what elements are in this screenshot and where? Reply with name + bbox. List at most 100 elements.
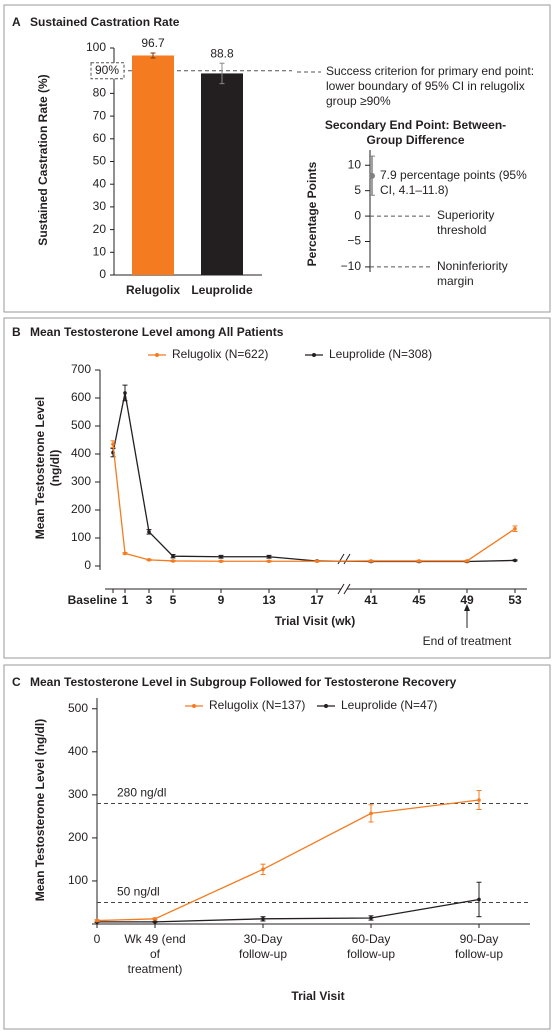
axis-break: [337, 553, 345, 565]
point: [465, 559, 469, 563]
y-tick-label: 10: [93, 244, 107, 258]
panel-title: Sustained Castration Rate: [30, 15, 180, 29]
point: [123, 391, 127, 395]
point: [153, 920, 157, 924]
y-tick-label: 200: [68, 830, 88, 844]
point: [95, 918, 99, 923]
point: [417, 559, 421, 563]
y-tick-label: 0: [94, 932, 101, 946]
panel-letter: B: [12, 325, 21, 339]
point: [219, 554, 223, 559]
y-tick-label: 500: [71, 418, 91, 432]
inset-tick-label: 0: [354, 208, 361, 222]
bar: [201, 73, 243, 275]
y-tick-label: 300: [71, 474, 91, 488]
y-tick-label: 0: [99, 267, 106, 281]
y-tick-label: 70: [93, 108, 107, 122]
x-tick-label: 17: [310, 593, 324, 607]
x-tick-label: 41: [364, 593, 378, 607]
category-label: Leuprolide: [191, 283, 253, 297]
panel-frame: [3, 317, 551, 659]
point: [147, 530, 151, 534]
category-label: Relugolix: [126, 283, 180, 297]
threshold-label: Superiority threshold: [437, 208, 495, 238]
point: [513, 526, 517, 531]
annotation-text: End of treatment: [423, 634, 512, 648]
y-axis-label: Sustained Castration Rate (%): [36, 74, 50, 246]
inset-tick-label: 10: [348, 157, 362, 171]
y-axis-label: Mean Testosterone Level (ng/dl): [33, 396, 62, 540]
point: [513, 558, 517, 563]
y-tick-label: 30: [93, 199, 107, 213]
x-tick-label: 30-Day follow-up: [238, 932, 288, 961]
value-label: 88.8: [210, 46, 234, 60]
y-tick-label: 100: [86, 40, 106, 54]
point-estimate: [369, 172, 375, 179]
point: [153, 917, 157, 921]
point: [123, 551, 127, 556]
x-tick-label: 3: [146, 593, 153, 607]
point: [477, 897, 481, 902]
panel-title: Mean Testosterone Level in Subgroup Foll…: [30, 675, 457, 689]
y-tick-label: 50: [93, 154, 107, 168]
y-tick-label: 500: [68, 701, 88, 715]
inset-tick-label: 5: [354, 183, 361, 197]
x-tick-label: 13: [262, 593, 276, 607]
legend-label: Relugolix (N=137): [209, 698, 305, 712]
reference-label: 280 ng/dl: [117, 786, 166, 800]
value-label: 96.7: [141, 36, 165, 50]
legend-label: Leuprolide (N=47): [341, 698, 437, 712]
legend-marker: [192, 704, 196, 708]
x-axis-label: Trial Visit: [291, 989, 344, 1003]
y-tick-label: 20: [93, 222, 107, 236]
y-tick-label: 100: [68, 873, 88, 887]
y-tick-label: 400: [68, 744, 88, 758]
x-tick-label: 1: [122, 593, 129, 607]
reference-description: Success criterion for primary end point:…: [326, 64, 535, 108]
axis-break: [343, 553, 351, 565]
inset-y-label: Percentage Points: [305, 161, 319, 267]
x-tick-label: 60-Day follow-up: [346, 932, 396, 961]
y-tick-label: 60: [93, 131, 107, 145]
x-tick-label: 90-Day follow-up: [454, 932, 504, 961]
point-label: 7.9 percentage points (95% CI, 4.1–11.8): [380, 167, 527, 197]
y-tick-label: 200: [71, 502, 91, 516]
x-tick-label: 9: [218, 593, 225, 607]
legend-marker: [155, 353, 159, 357]
point: [267, 559, 271, 564]
panel-title: Mean Testosterone Level among All Patien…: [30, 325, 284, 339]
axis-break: [343, 583, 351, 595]
x-axis-label: Trial Visit (wk): [275, 614, 355, 628]
y-tick-label: 300: [68, 787, 88, 801]
point: [171, 559, 175, 563]
point: [219, 559, 223, 564]
inset-title: Secondary End Point: Between-Group Diffe…: [324, 118, 507, 147]
y-axis-label: Mean Testosterone Level (ng/dl): [33, 718, 47, 902]
panel-letter: C: [12, 675, 21, 689]
legend-label: Relugolix (N=622): [172, 347, 268, 361]
point: [477, 798, 481, 802]
legend-label: Leuprolide (N=308): [329, 347, 432, 361]
y-tick-label: 40: [93, 176, 107, 190]
reference-label: 50 ng/dl: [117, 885, 160, 899]
reference-label: 90%: [95, 63, 119, 77]
point: [147, 558, 151, 562]
y-tick-label: 100: [71, 530, 91, 544]
axis-break: [337, 583, 345, 595]
threshold-label: Noninferiority margin: [437, 258, 508, 288]
bar: [132, 55, 174, 276]
x-tick-label: 53: [508, 593, 522, 607]
y-tick-label: 700: [71, 362, 91, 376]
legend-marker: [312, 353, 316, 357]
panel-frame: [3, 664, 551, 1030]
inset-tick-label: −10: [341, 259, 362, 273]
point: [369, 559, 373, 563]
x-tick-label: 5: [170, 593, 177, 607]
point: [111, 442, 115, 447]
x-tick-label: 45: [412, 593, 426, 607]
y-tick-label: 80: [93, 86, 107, 100]
y-tick-label: 600: [71, 390, 91, 404]
